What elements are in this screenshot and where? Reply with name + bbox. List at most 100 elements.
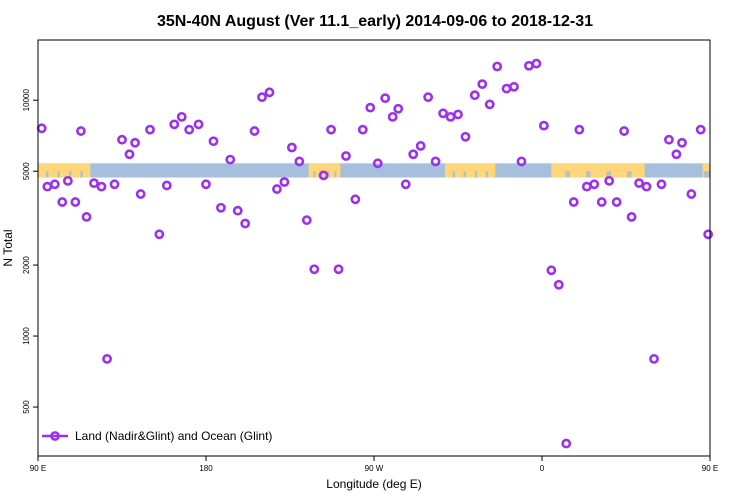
data-point	[81, 212, 92, 222]
data-point	[634, 178, 644, 189]
data-point	[686, 189, 697, 199]
data-point	[477, 79, 488, 90]
data-point	[208, 136, 219, 147]
data-point	[193, 119, 204, 130]
y-tick-label: 500	[22, 400, 31, 414]
data-point	[423, 92, 434, 103]
land-band-segment	[308, 163, 341, 178]
data-point	[145, 124, 155, 135]
coast-speckle	[313, 171, 316, 178]
data-point	[96, 181, 107, 192]
data-point	[109, 179, 120, 190]
data-point	[589, 179, 600, 190]
coast-speckle	[485, 171, 489, 178]
data-point	[232, 205, 243, 216]
data-point	[372, 158, 383, 169]
data-point	[469, 90, 480, 101]
ocean-band	[38, 163, 710, 178]
data-point	[169, 119, 180, 130]
data-point	[553, 279, 564, 290]
data-point	[677, 137, 687, 148]
y-tick-label: 2000	[22, 256, 31, 274]
data-point	[216, 202, 226, 213]
surface-band	[38, 163, 711, 178]
data-point	[49, 179, 60, 190]
data-point	[294, 156, 305, 167]
data-point	[89, 178, 99, 189]
data-point	[264, 87, 275, 98]
data-point	[641, 181, 652, 192]
coast-speckle	[327, 171, 330, 178]
data-point	[509, 81, 519, 92]
data-point	[76, 126, 86, 136]
data-point	[42, 181, 53, 192]
data-point	[671, 149, 682, 160]
data-point	[176, 111, 187, 122]
legend-marker	[50, 431, 60, 441]
y-axis: 500 1000 2000 5000 10000	[22, 89, 38, 414]
data-point	[279, 177, 290, 187]
data-point	[516, 156, 527, 167]
coast-speckle	[706, 171, 709, 178]
data-point	[501, 83, 512, 94]
data-point	[70, 197, 81, 207]
data-point	[365, 102, 376, 113]
chart-title: 35N-40N August (Ver 11.1_early) 2014-09-…	[157, 13, 593, 30]
coast-speckle	[68, 171, 72, 178]
data-point	[257, 92, 267, 103]
data-point	[656, 179, 667, 190]
y-tick-label: 10000	[22, 89, 31, 112]
data-points	[36, 58, 714, 449]
data-point	[596, 197, 607, 207]
data-point	[309, 264, 320, 275]
data-point	[135, 189, 146, 199]
data-point	[408, 149, 419, 160]
coast-speckle	[80, 171, 83, 178]
x-axis: 90 E 180 90 W 0 90 E	[30, 456, 718, 473]
data-point	[272, 184, 282, 194]
data-point	[380, 93, 391, 104]
data-point	[574, 124, 585, 135]
data-point	[333, 264, 344, 275]
data-point	[161, 180, 172, 191]
data-point	[301, 215, 312, 226]
data-point	[703, 229, 714, 240]
x-tick-label: 90 E	[30, 464, 46, 473]
coast-speckle	[703, 171, 706, 178]
x-tick-label: 0	[540, 464, 545, 473]
legend-label: Land (Nadir&Glint) and Ocean (Glint)	[75, 429, 272, 443]
data-point	[664, 134, 674, 145]
coast-speckle	[57, 171, 60, 178]
data-point	[524, 60, 534, 71]
x-tick-label: 90 E	[702, 464, 718, 473]
data-point	[326, 124, 336, 135]
data-point	[611, 197, 622, 207]
plot-frame	[37, 39, 711, 457]
data-point	[117, 134, 127, 145]
data-point	[154, 229, 165, 240]
data-point	[225, 154, 236, 165]
data-point	[393, 103, 404, 114]
coast-speckle	[565, 171, 570, 178]
data-point	[387, 111, 398, 122]
coast-speckle	[705, 171, 708, 178]
data-point	[453, 109, 463, 120]
data-point	[430, 156, 441, 167]
land-band-segment	[444, 163, 496, 178]
data-point	[460, 131, 471, 142]
data-point	[604, 175, 615, 186]
data-point	[240, 218, 251, 229]
coast-speckle	[606, 171, 612, 178]
x-axis-label: Longitude (deg E)	[326, 477, 421, 491]
data-point	[438, 108, 448, 119]
data-point	[484, 99, 495, 110]
data-point	[102, 353, 112, 364]
coast-speckle	[585, 171, 591, 178]
data-point	[492, 61, 503, 72]
data-point	[531, 58, 542, 69]
data-point	[400, 179, 411, 190]
coast-speckle	[334, 171, 337, 178]
coast-speckle	[452, 171, 456, 178]
coast-speckle	[45, 171, 49, 178]
